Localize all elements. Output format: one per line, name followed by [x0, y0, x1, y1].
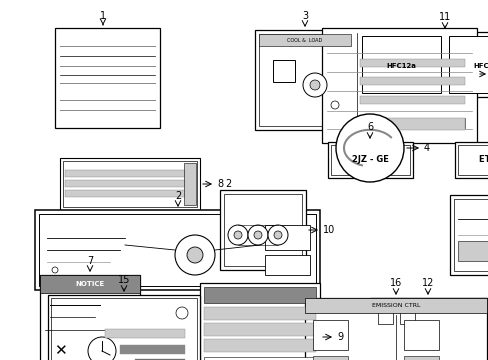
Bar: [264, 255, 309, 275]
Circle shape: [52, 267, 58, 273]
Bar: [454, 142, 488, 178]
Bar: [312, 320, 347, 350]
Bar: [321, 28, 476, 143]
Text: 2JZ - GE: 2JZ - GE: [351, 156, 387, 165]
Bar: [55, 28, 160, 128]
Text: 16: 16: [389, 278, 401, 288]
Bar: [105, 329, 184, 338]
Circle shape: [247, 225, 267, 245]
Text: 9: 9: [336, 332, 343, 342]
Circle shape: [273, 231, 282, 239]
Circle shape: [234, 231, 242, 239]
Bar: [203, 339, 315, 352]
Text: 2: 2: [224, 179, 231, 189]
Text: COOL &  LOAD: COOL & LOAD: [287, 37, 322, 42]
Bar: [357, 32, 488, 97]
Bar: [135, 359, 184, 360]
Bar: [361, 36, 440, 93]
Text: EMISSION CTRL: EMISSION CTRL: [371, 303, 419, 308]
Bar: [399, 308, 414, 324]
Circle shape: [186, 247, 203, 263]
Circle shape: [176, 307, 187, 319]
Bar: [200, 283, 319, 360]
Circle shape: [227, 225, 247, 245]
Bar: [457, 145, 488, 175]
Bar: [359, 96, 464, 104]
Bar: [452, 118, 465, 128]
Bar: [203, 287, 315, 303]
Bar: [203, 307, 315, 320]
Bar: [377, 308, 392, 324]
Bar: [40, 275, 140, 293]
Bar: [224, 194, 302, 266]
Circle shape: [88, 337, 116, 360]
Bar: [259, 34, 350, 126]
Bar: [65, 170, 184, 177]
Bar: [457, 241, 488, 261]
Text: HFC134a: HFC134a: [472, 63, 488, 69]
Bar: [264, 225, 309, 250]
Circle shape: [309, 80, 319, 90]
Bar: [359, 77, 464, 85]
Text: 2: 2: [175, 191, 181, 201]
Bar: [51, 298, 197, 360]
Bar: [448, 36, 488, 93]
Bar: [60, 158, 200, 210]
Bar: [203, 357, 315, 360]
Bar: [39, 214, 315, 286]
Text: HFC12a: HFC12a: [385, 63, 415, 69]
Bar: [272, 60, 294, 82]
Circle shape: [335, 114, 403, 182]
Bar: [305, 298, 486, 360]
Text: 10: 10: [323, 225, 335, 235]
Circle shape: [175, 235, 215, 275]
Bar: [183, 163, 196, 205]
Bar: [120, 345, 184, 354]
Bar: [359, 118, 464, 130]
Bar: [40, 275, 140, 360]
Bar: [359, 58, 464, 67]
Bar: [65, 190, 184, 197]
Circle shape: [267, 225, 287, 245]
Circle shape: [330, 101, 338, 109]
Text: 15: 15: [118, 275, 130, 285]
Text: 7: 7: [87, 256, 93, 266]
Circle shape: [253, 231, 262, 239]
Bar: [312, 356, 347, 360]
Bar: [403, 320, 438, 350]
Bar: [369, 298, 487, 334]
Text: 6: 6: [366, 122, 372, 132]
Text: 4: 4: [423, 143, 429, 153]
Text: 1: 1: [100, 11, 106, 21]
Circle shape: [303, 73, 326, 97]
Bar: [373, 302, 483, 330]
Bar: [449, 195, 488, 275]
Text: 3: 3: [301, 11, 307, 21]
Bar: [453, 199, 488, 271]
Bar: [327, 142, 412, 178]
Bar: [254, 30, 354, 130]
Text: 8: 8: [217, 179, 223, 189]
Text: 12: 12: [421, 278, 433, 288]
Text: ✕: ✕: [54, 343, 66, 359]
Bar: [63, 161, 197, 207]
Bar: [35, 210, 319, 290]
Bar: [330, 145, 409, 175]
Bar: [65, 180, 184, 187]
Bar: [48, 295, 200, 360]
Text: NOTICE: NOTICE: [75, 281, 104, 287]
Bar: [220, 190, 305, 270]
Bar: [403, 356, 438, 360]
Bar: [259, 34, 350, 46]
Text: ETCS - i: ETCS - i: [478, 156, 488, 165]
Bar: [203, 323, 315, 336]
Bar: [432, 118, 445, 128]
Text: 11: 11: [438, 12, 450, 22]
Bar: [305, 298, 486, 313]
